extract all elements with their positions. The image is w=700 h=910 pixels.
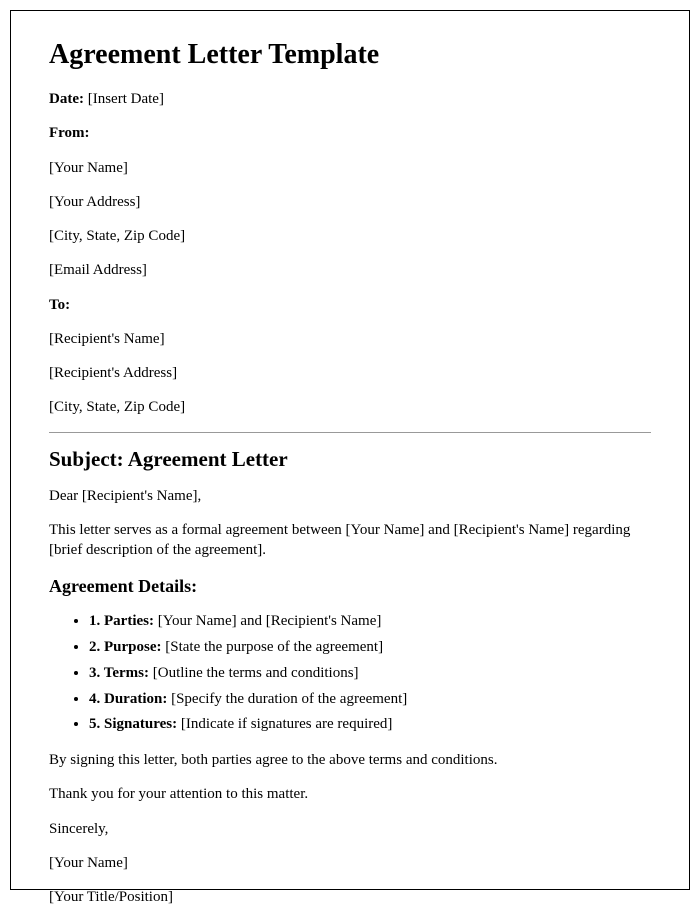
to-address: [Recipient's Address] [49, 363, 651, 383]
sender-title: [Your Title/Position] [49, 887, 651, 907]
from-city: [City, State, Zip Code] [49, 226, 651, 246]
date-line: Date: [Insert Date] [49, 89, 651, 109]
closing-paragraph-1: By signing this letter, both parties agr… [49, 750, 651, 770]
signoff: Sincerely, [49, 819, 651, 839]
document-page: Agreement Letter Template Date: [Insert … [10, 10, 690, 890]
sender-name: [Your Name] [49, 853, 651, 873]
details-list: 1. Parties: [Your Name] and [Recipient's… [89, 611, 651, 736]
list-item: 3. Terms: [Outline the terms and conditi… [89, 663, 651, 685]
to-label: To: [49, 295, 651, 315]
list-item: 4. Duration: [Specify the duration of th… [89, 689, 651, 711]
date-label: Date: [49, 91, 84, 107]
closing-paragraph-2: Thank you for your attention to this mat… [49, 784, 651, 804]
details-heading: Agreement Details: [49, 576, 651, 597]
from-address: [Your Address] [49, 192, 651, 212]
intro-paragraph: This letter serves as a formal agreement… [49, 520, 651, 561]
from-name: [Your Name] [49, 158, 651, 178]
salutation: Dear [Recipient's Name], [49, 486, 651, 506]
list-item: 2. Purpose: [State the purpose of the ag… [89, 637, 651, 659]
to-city: [City, State, Zip Code] [49, 397, 651, 417]
list-item: 5. Signatures: [Indicate if signatures a… [89, 714, 651, 736]
page-title: Agreement Letter Template [49, 39, 651, 71]
from-label: From: [49, 123, 651, 143]
subject-heading: Subject: Agreement Letter [49, 447, 651, 472]
divider [49, 432, 651, 433]
date-value: [Insert Date] [84, 91, 164, 107]
to-name: [Recipient's Name] [49, 329, 651, 349]
list-item: 1. Parties: [Your Name] and [Recipient's… [89, 611, 651, 633]
from-email: [Email Address] [49, 260, 651, 280]
